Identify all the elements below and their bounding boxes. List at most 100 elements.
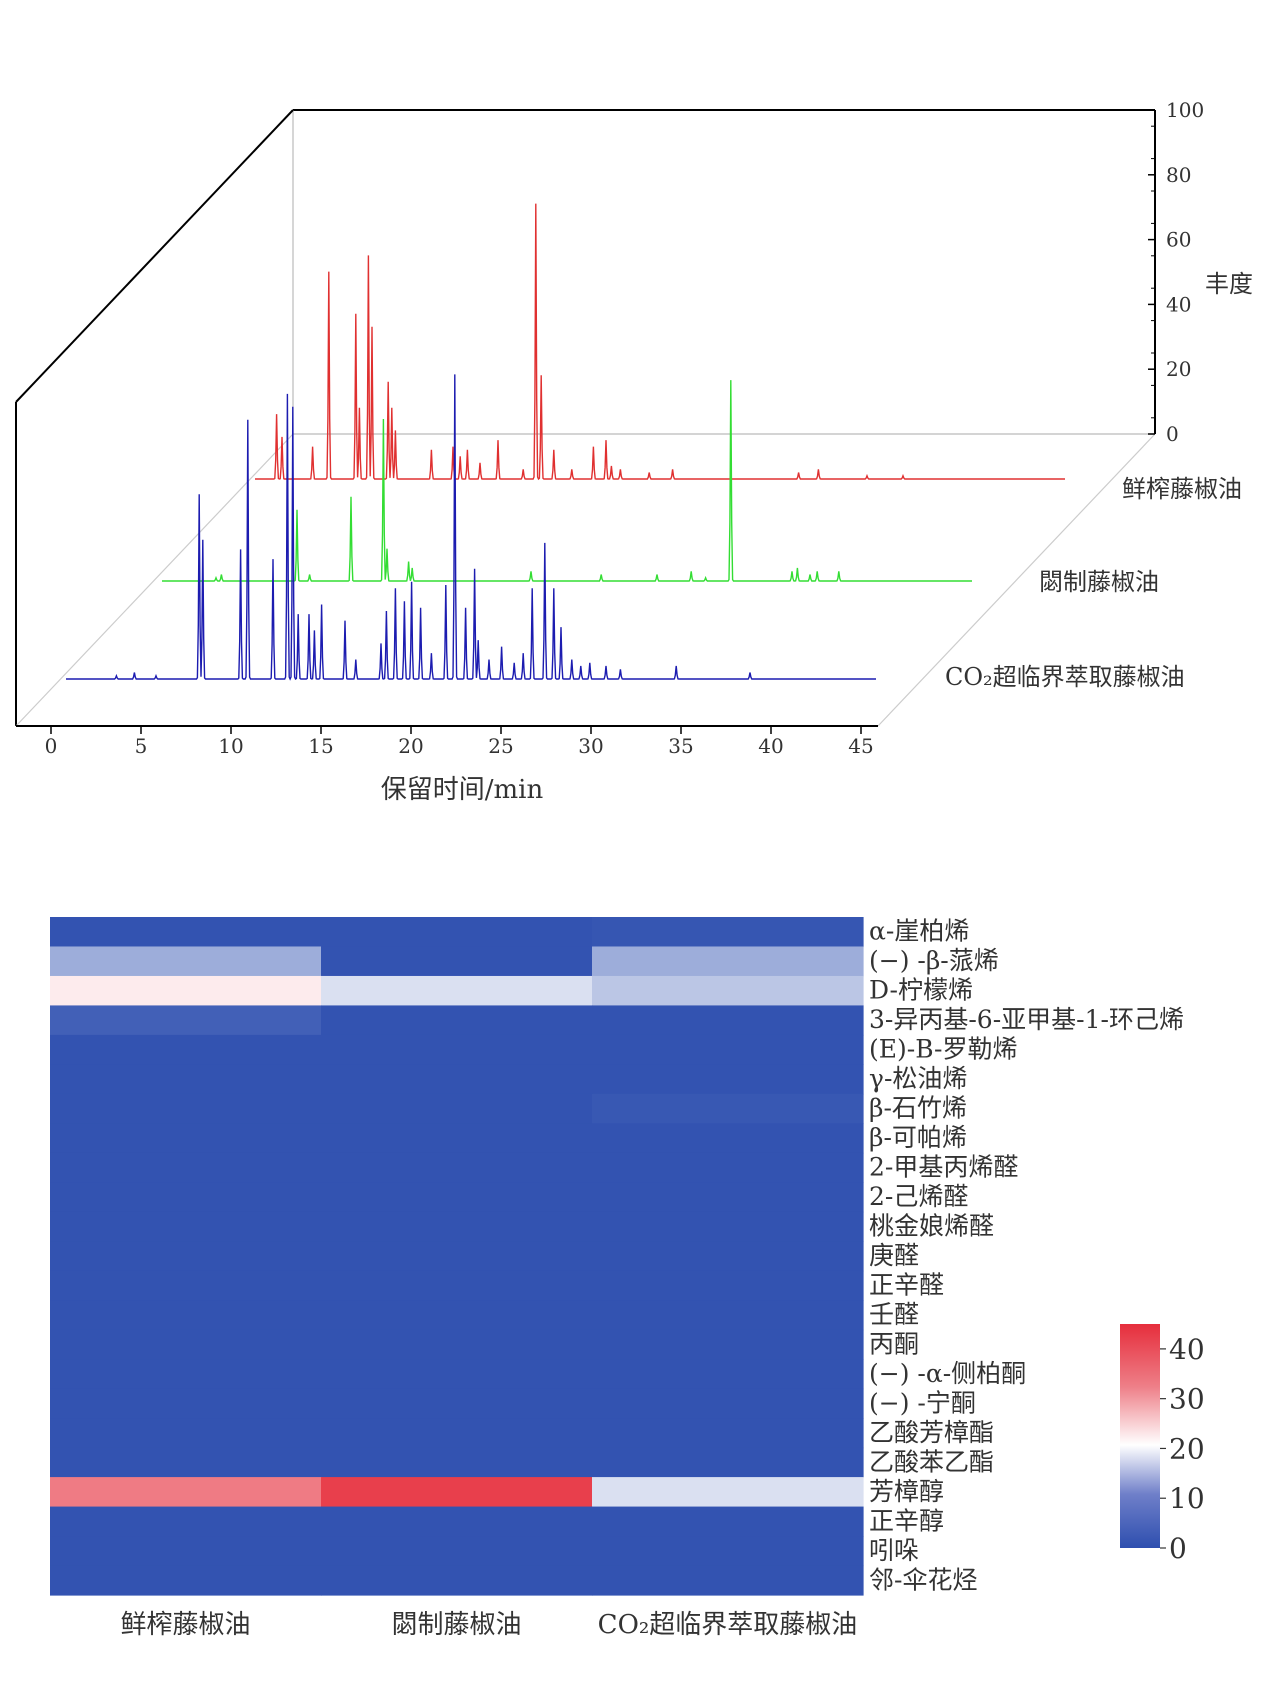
heatmap-cell	[50, 1152, 322, 1183]
heatmap-row-label: (−) -β-蒎烯	[869, 946, 999, 975]
heatmap-cell	[321, 1565, 593, 1596]
x-tick-label: 25	[488, 734, 513, 758]
z-tick-label: 0	[1166, 422, 1179, 446]
heatmap-cell	[321, 1418, 593, 1449]
heatmap-row-label: 3-异丙基-6-亚甲基-1-环己烯	[869, 1005, 1184, 1034]
heatmap-cell	[592, 1123, 864, 1154]
heatmap-cell	[321, 1506, 593, 1537]
x-tick-label: 35	[668, 734, 693, 758]
heatmap-row-label: D-柠檬烯	[869, 976, 973, 1005]
x-axis-ticks: 0 5 10 15 20 25 30 35 40 45	[45, 726, 874, 758]
heatmap-cell	[321, 1300, 593, 1331]
x-tick-label: 0	[45, 734, 58, 758]
z-tick-label: 100	[1166, 98, 1204, 122]
heatmap-row-label: 正辛醛	[869, 1271, 944, 1300]
heatmap-cell	[50, 1123, 322, 1154]
heatmap-cell	[592, 1565, 864, 1596]
heatmap-cell	[321, 946, 593, 977]
heatmap-row-label: (E)-B-罗勒烯	[869, 1035, 1018, 1064]
heatmap-row-label: 乙酸芳樟酯	[869, 1418, 994, 1447]
heatmap-cell	[592, 1300, 864, 1331]
heatmap-cell	[592, 946, 864, 977]
heatmap-cell	[592, 1211, 864, 1242]
heatmap-cell	[592, 1064, 864, 1095]
heatmap-row-label: 2-己烯醛	[869, 1182, 968, 1211]
heatmap-cell	[592, 917, 864, 948]
heatmap-cell	[50, 946, 322, 977]
heatmap-cell	[321, 1388, 593, 1419]
z-tick-label: 60	[1166, 228, 1191, 252]
heatmap-cell	[592, 1418, 864, 1449]
heatmap-cell	[321, 1329, 593, 1360]
heatmap-row-label: 桃金娘烯醛	[869, 1212, 994, 1241]
left-floor-depth-edge	[15, 433, 294, 727]
x-tick-label: 30	[578, 734, 603, 758]
colorbar-tick-label: 40	[1169, 1333, 1205, 1366]
heatmap-cell	[321, 1359, 593, 1390]
heatmap-cell	[50, 1300, 322, 1331]
heatmap-row-label: β-石竹烯	[869, 1094, 967, 1123]
colorbar-tick-label: 0	[1169, 1532, 1187, 1565]
heatmap-cell	[50, 1064, 322, 1095]
heatmap-cell	[321, 1182, 593, 1213]
heatmap-row-label: β-可帕烯	[869, 1123, 967, 1152]
chromatogram-3d-chart: 0 5 10 15 20 25 30 35 40 45 0 20 40 60 80 100 鲜榨藤椒油閟制藤…	[15, 98, 1253, 805]
heatmap-cell	[321, 1211, 593, 1242]
heatmap-row-label: 邻-伞花烃	[869, 1565, 977, 1594]
heatmap-cell	[592, 1359, 864, 1390]
heatmap-cell	[321, 917, 593, 948]
x-tick-label: 5	[135, 734, 148, 758]
x-tick-label: 45	[848, 734, 873, 758]
heatmap-cells	[50, 917, 864, 1596]
heatmap-cell	[592, 1329, 864, 1360]
abundance-axis-ticks: 0 20 40 60 80 100	[1148, 98, 1204, 446]
heatmap-row-label: 乙酸苯乙酯	[869, 1447, 994, 1476]
heatmap-cell	[592, 1182, 864, 1213]
heatmap-cell	[592, 1270, 864, 1301]
heatmap-row-label: 丙酮	[869, 1329, 919, 1358]
heatmap-cell	[321, 975, 593, 1007]
heatmap-cell	[592, 1241, 864, 1272]
x-tick-label: 15	[308, 734, 333, 758]
heatmap-cell	[321, 1447, 593, 1478]
chromatogram-traces	[66, 203, 1065, 681]
heatmap-cell	[50, 1329, 322, 1360]
heatmap-cell	[321, 1477, 593, 1508]
heatmap-cell	[50, 1418, 322, 1449]
heatmap-cell	[50, 1388, 322, 1419]
heatmap-cell	[592, 1477, 864, 1508]
heatmap-cell	[50, 975, 322, 1007]
heatmap-cell	[592, 1093, 864, 1124]
z-tick-label: 80	[1166, 163, 1191, 187]
series-label: 鲜榨藤椒油	[1122, 475, 1242, 503]
heatmap-column-label: CO₂超临界萃取藤椒油	[598, 1610, 858, 1640]
heatmap-cell	[50, 1565, 322, 1596]
heatmap-cell	[50, 1536, 322, 1567]
heatmap-cell	[592, 1447, 864, 1478]
heatmap-row-label: 庚醛	[869, 1241, 919, 1270]
heatmap-cell	[50, 1093, 322, 1124]
heatmap-cell	[321, 1005, 593, 1036]
heatmap-row-label: (−) -宁酮	[869, 1388, 976, 1417]
heatmap-cell	[592, 1388, 864, 1419]
left-top-depth-edge	[15, 109, 294, 403]
heatmap-cell	[50, 1477, 322, 1508]
heatmap-cell	[592, 975, 864, 1007]
heatmap-row-label: 吲哚	[869, 1536, 919, 1565]
heatmap-cell	[50, 1005, 322, 1036]
heatmap-cell	[50, 1447, 322, 1478]
abundance-axis-title: 丰度	[1205, 270, 1253, 298]
heatmap-cell	[321, 1536, 593, 1567]
heatmap-cell	[50, 1241, 322, 1272]
heatmap-cell	[50, 1359, 322, 1390]
right-floor-depth-edge	[877, 433, 1156, 727]
colorbar	[1120, 1324, 1160, 1548]
heatmap-cell	[50, 1034, 322, 1065]
x-tick-label: 10	[218, 734, 243, 758]
heatmap-cell	[321, 1064, 593, 1095]
colorbar-tick-label: 10	[1169, 1482, 1205, 1515]
heatmap-cell	[321, 1270, 593, 1301]
heatmap-row-label: 正辛醇	[869, 1506, 944, 1535]
heatmap-row-labels: α-崖柏烯(−) -β-蒎烯D-柠檬烯3-异丙基-6-亚甲基-1-环己烯(E)-…	[869, 917, 1184, 1595]
